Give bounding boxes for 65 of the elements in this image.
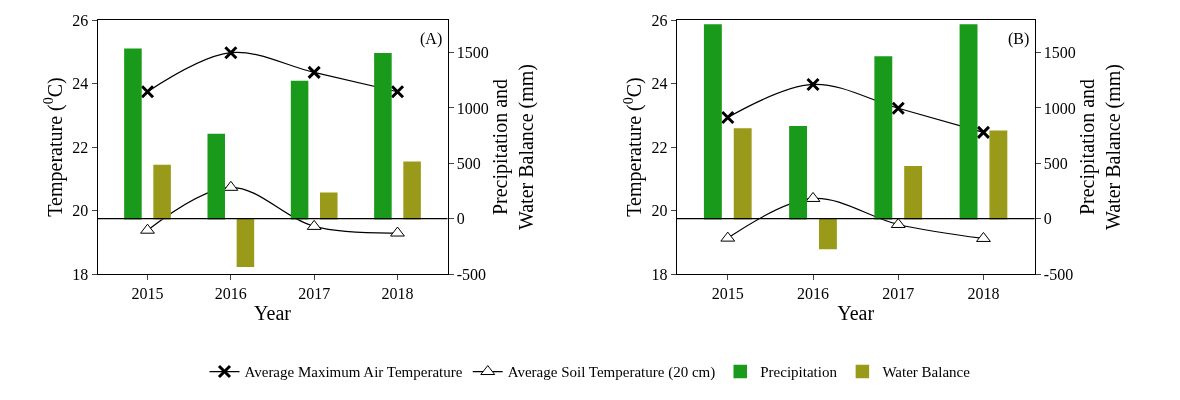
y2-tick-label: 1500 <box>456 44 489 62</box>
y-tick-label: 22 <box>651 138 668 156</box>
bar <box>374 53 392 220</box>
bar <box>319 192 338 220</box>
x-tick-label: 2018 <box>967 285 1000 303</box>
y2-axis-title: Precipitation and Water Balance (mm) <box>488 63 538 231</box>
y2-tick-label: 1000 <box>456 99 489 117</box>
bar <box>403 161 421 220</box>
y2-tick-label: 0 <box>456 210 465 228</box>
bar <box>989 130 1008 220</box>
bar <box>789 126 808 220</box>
y2-tick-label: 1000 <box>1043 99 1076 117</box>
point <box>140 84 155 99</box>
y-tick-label: 20 <box>72 202 89 220</box>
y2-tick-label: 1500 <box>1043 44 1076 62</box>
bar <box>290 80 309 220</box>
x-tick-label: 2017 <box>298 285 331 303</box>
bar <box>959 24 978 220</box>
point <box>976 231 991 242</box>
bar <box>818 217 837 250</box>
legend-label: Average Maximum Air Temperature <box>244 364 463 381</box>
y-tick-label: 18 <box>651 265 668 283</box>
y-tick-label: 22 <box>72 138 89 156</box>
x-tick-label: 2016 <box>214 285 247 303</box>
x-tick-label: 2015 <box>711 285 744 303</box>
point <box>390 84 405 99</box>
bar <box>124 48 142 220</box>
y2-tick-label: -500 <box>1043 265 1074 283</box>
y2-axis-title: Precipitation and Water Balance (mm) <box>1075 63 1125 231</box>
point <box>390 226 405 237</box>
point <box>307 65 322 80</box>
bar <box>236 217 255 267</box>
annotation: (A) <box>420 30 443 48</box>
y-tick-label: 24 <box>651 75 668 93</box>
point <box>891 101 906 116</box>
x-tick-label: 2018 <box>381 285 414 303</box>
y-tick-label: 18 <box>72 265 89 283</box>
y-tick-label: 20 <box>651 202 668 220</box>
y-tick-label: 26 <box>72 11 89 29</box>
bar <box>733 128 752 220</box>
point <box>720 110 735 125</box>
x-tick-label: 2016 <box>797 285 830 303</box>
x-tick-label: 2017 <box>882 285 915 303</box>
y2-tick-label: 0 <box>1043 210 1052 228</box>
point <box>806 77 821 92</box>
bar <box>904 165 923 220</box>
x-axis-title: Year <box>837 301 875 324</box>
y-tick-label: 24 <box>72 75 89 93</box>
bar <box>874 56 893 220</box>
x-axis-title: Year <box>254 301 292 324</box>
legend-label: Average Soil Temperature (20 cm) <box>507 364 716 382</box>
point <box>976 125 991 140</box>
y2-tick-label: -500 <box>456 265 487 283</box>
y-tick-label: 26 <box>651 11 668 29</box>
bar <box>207 133 226 220</box>
bar <box>703 24 722 220</box>
x-tick-label: 2015 <box>131 285 164 303</box>
legend-label: Water Balance <box>882 364 971 381</box>
y2-tick-label: 500 <box>456 154 481 172</box>
y2-tick-label: 500 <box>1043 154 1068 172</box>
point <box>140 223 155 234</box>
annotation: (B) <box>1008 30 1030 48</box>
point <box>223 45 238 60</box>
bar <box>153 164 171 220</box>
legend-label: Precipitation <box>760 364 838 381</box>
